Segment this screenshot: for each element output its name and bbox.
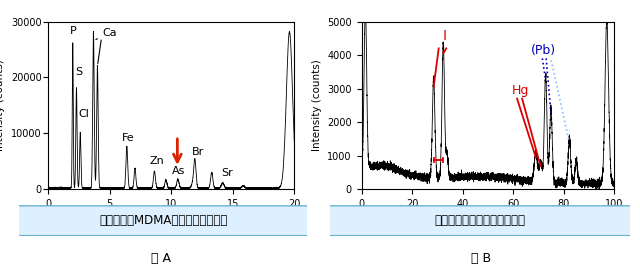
Text: As: As: [172, 166, 185, 176]
Text: I: I: [443, 29, 447, 43]
X-axis label: Energy (keV): Energy (keV): [454, 214, 522, 224]
Text: 押収されたメタンフェタミン: 押収されたメタンフェタミン: [435, 214, 525, 227]
Text: Zn: Zn: [150, 156, 164, 166]
Y-axis label: Intensity (counts): Intensity (counts): [312, 59, 322, 151]
Text: 押収されたMDMA（エクスタシー）: 押収されたMDMA（エクスタシー）: [99, 214, 227, 227]
Y-axis label: Intensity (counts): Intensity (counts): [0, 59, 6, 151]
Text: Ca: Ca: [102, 28, 117, 38]
Text: S: S: [76, 68, 83, 77]
FancyBboxPatch shape: [324, 206, 636, 236]
Text: (Pb): (Pb): [531, 44, 556, 57]
Text: 図 B: 図 B: [471, 252, 492, 265]
Text: Hg: Hg: [512, 84, 529, 97]
Text: Sr: Sr: [221, 168, 232, 178]
Text: Br: Br: [192, 147, 204, 157]
Text: 図 A: 図 A: [151, 252, 172, 265]
Text: P: P: [70, 26, 77, 36]
Text: Cl: Cl: [78, 109, 89, 119]
FancyBboxPatch shape: [13, 206, 313, 236]
X-axis label: Energy (keV): Energy (keV): [138, 214, 205, 224]
Text: Fe: Fe: [122, 133, 134, 143]
